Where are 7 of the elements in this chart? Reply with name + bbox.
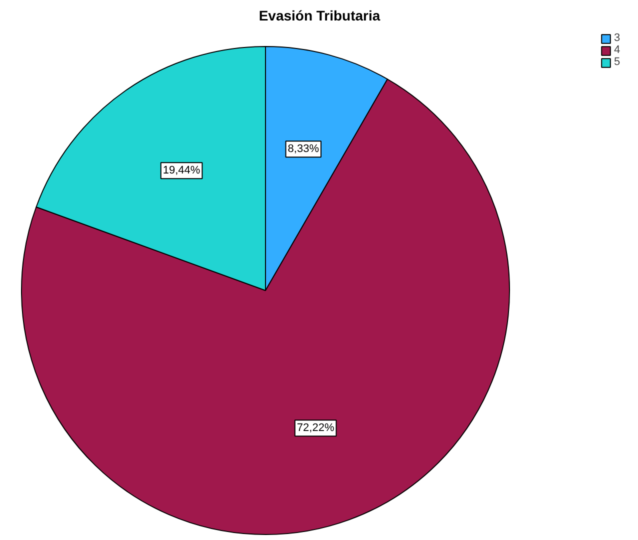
data-label: 72,22%: [296, 422, 334, 434]
data-label: 19,44%: [162, 164, 200, 177]
data-label: 8,33%: [288, 143, 320, 156]
chart-title: Evasión Tributaria: [258, 8, 380, 24]
legend-label: 5: [614, 56, 622, 68]
legend-label: 4: [614, 44, 622, 56]
legend-label: 3: [614, 32, 622, 44]
